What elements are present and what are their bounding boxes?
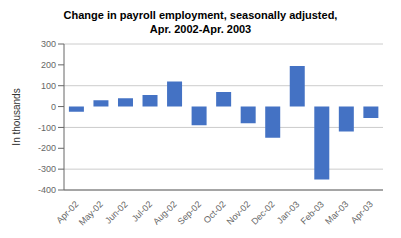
svg-text:0: 0 [51, 102, 56, 112]
svg-text:-300: -300 [38, 164, 56, 174]
svg-text:In thousands: In thousands [11, 88, 22, 145]
svg-text:Jul-02: Jul-02 [129, 199, 155, 224]
svg-text:Apr-02: Apr-02 [54, 199, 81, 226]
svg-text:Mar-03: Mar-03 [323, 199, 350, 226]
svg-text:Feb-03: Feb-03 [299, 199, 326, 226]
svg-text:May-02: May-02 [77, 199, 105, 227]
svg-text:Oct-02: Oct-02 [202, 199, 228, 225]
svg-text:Nov-02: Nov-02 [225, 199, 253, 227]
svg-text:200: 200 [41, 60, 56, 70]
html-text:Apr. 2002-Apr. 2003: Apr. 2002-Apr. 2003 [149, 23, 252, 35]
svg-text:Jun-02: Jun-02 [103, 199, 130, 226]
svg-text:300: 300 [41, 39, 56, 49]
svg-text:Sep-02: Sep-02 [176, 199, 204, 227]
svg-text:Aug-02: Aug-02 [151, 199, 179, 227]
html-text:Change in payroll employment,: Change in payroll employment, seasonally… [63, 9, 338, 21]
svg-text:Dec-02: Dec-02 [249, 199, 277, 227]
svg-text:100: 100 [41, 81, 56, 91]
svg-text:-200: -200 [38, 143, 56, 153]
svg-text:Jan-03: Jan-03 [275, 199, 302, 226]
svg-text:-400: -400 [38, 185, 56, 195]
svg-text:Apr-03: Apr-03 [349, 199, 375, 225]
svg-text:-100: -100 [38, 123, 56, 133]
